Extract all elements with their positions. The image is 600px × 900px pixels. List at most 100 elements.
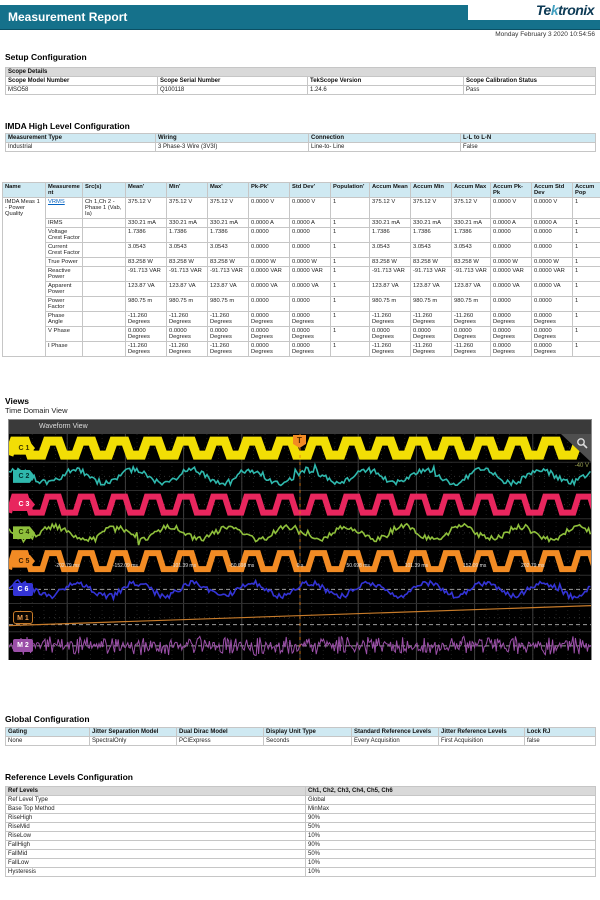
- measurement-value-cell: 1.7386: [125, 227, 167, 243]
- table-cell: 1.24.6: [307, 85, 464, 95]
- column-header: Accum Pk-Pk: [490, 182, 532, 198]
- measurement-value-cell: 1: [572, 197, 600, 219]
- measurement-value-cell: 1: [330, 326, 370, 342]
- table-row: I Phase -11.260 Degrees -11.260 Degrees -11…: [3, 341, 600, 357]
- setup-table-body: Scope Details Scope Model Number Scope Ser…: [4, 67, 597, 95]
- measurement-label-cell: IRMS: [45, 218, 83, 228]
- ref-level-value: Ch1, Ch2, Ch3, Ch4, Ch5, Ch6: [305, 786, 596, 796]
- table-cell: None: [5, 736, 90, 746]
- table-row: RiseLow 10%: [5, 831, 596, 841]
- measurement-value-cell: 0.0000 Degrees: [369, 326, 411, 342]
- measurement-value-cell: -91.713 VAR: [369, 266, 411, 282]
- measurement-value-cell: 0.0000: [531, 296, 573, 312]
- measurement-value-cell: 83.258 W: [207, 257, 249, 267]
- ref-level-value: 50%: [305, 849, 596, 859]
- measurement-value-cell: -91.713 VAR: [166, 266, 208, 282]
- measurement-label-cell: Reactive Power: [45, 266, 83, 282]
- measurement-value-cell: 0.0000 Degrees: [289, 341, 331, 357]
- measurement-label-cell: VRMS: [45, 197, 83, 219]
- measurement-src-cell: Ch 1,Ch 2 - Phase 1 (Vab, Ia): [82, 197, 126, 219]
- measurement-value-cell: 0.0000 V: [490, 197, 532, 219]
- corner-scale-label: -40 V: [574, 463, 589, 469]
- time-axis-label: 0 s: [296, 563, 304, 569]
- measurement-value-cell: 980.75 m: [125, 296, 167, 312]
- ref-levels-table-body: Ref Levels Ch1, Ch2, Ch3, Ch4, Ch5, Ch6 Re…: [5, 786, 596, 877]
- imda-table-body: Measurement Type Wiring Connection L-L to L…: [5, 133, 596, 152]
- measurement-value-cell: 330.21 mA: [166, 218, 208, 228]
- measurement-value-cell: 980.75 m: [369, 296, 411, 312]
- ref-level-label: FallHigh: [5, 840, 306, 850]
- column-header: Measurement: [45, 182, 83, 198]
- measurement-label-cell: Voltage Crest Factor: [45, 227, 83, 243]
- measurement-value-cell: 83.258 W: [410, 257, 452, 267]
- measurement-value-cell: 1: [572, 242, 600, 258]
- measurement-value-cell: -11.260 Degrees: [166, 341, 208, 357]
- measurement-label-cell: Phase Angle: [45, 311, 83, 327]
- measurement-value-cell: 1: [330, 227, 370, 243]
- table-cell: First Acquisition: [438, 736, 525, 746]
- measurement-value-cell: 0.0000 Degrees: [410, 326, 452, 342]
- measurement-value-cell: 1: [572, 326, 600, 342]
- measurement-value-cell: 0.0000: [248, 296, 290, 312]
- ref-level-label: RiseMid: [5, 822, 306, 832]
- measurement-value-cell: 0.0000 Degrees: [531, 311, 573, 327]
- measurement-label-cell: Apparent Power: [45, 281, 83, 297]
- table-row: RiseHigh 90%: [5, 813, 596, 823]
- measurement-value-cell: -91.713 VAR: [410, 266, 452, 282]
- ref-level-label: FallLow: [5, 858, 306, 868]
- measurement-value-cell: 0.0000: [248, 227, 290, 243]
- measurement-value-cell: 980.75 m: [207, 296, 249, 312]
- measurement-value-cell: 330.21 mA: [451, 218, 491, 228]
- time-axis-label: -152.09 ms: [112, 563, 138, 569]
- reference-levels-table: Ref Levels Ch1, Ch2, Ch3, Ch4, Ch5, Ch6 Re…: [5, 786, 596, 877]
- measurement-value-cell: -91.713 VAR: [125, 266, 167, 282]
- measurement-value-cell: 1: [330, 197, 370, 219]
- channel-badge-c4: C 4: [13, 526, 35, 540]
- measurement-name-cell: IMDA Meas 1 - Power Quality: [2, 197, 46, 357]
- column-header: Accum Pop: [572, 182, 600, 198]
- ref-level-value: 90%: [305, 813, 596, 823]
- channel-badge-c6: C 6: [13, 582, 33, 596]
- measurement-value-cell: 0.0000 Degrees: [531, 341, 573, 357]
- table-cell: False: [460, 142, 596, 152]
- measurement-value-cell: 3.0543: [410, 242, 452, 258]
- measurement-value-cell: 0.0000: [289, 296, 331, 312]
- ref-level-label: RiseHigh: [5, 813, 306, 823]
- measurement-value-cell: 0.0000 Degrees: [166, 326, 208, 342]
- channel-badge-m2: M 2: [13, 639, 33, 653]
- table-row: Industrial 3 Phase-3 Wire (3V3I) Line-to- …: [5, 142, 596, 152]
- measurement-value-cell: 0.0000: [490, 227, 532, 243]
- table-row: Voltage Crest Factor 1.7386 1.7386 1.7386 0.…: [3, 227, 600, 243]
- measurement-value-cell: 1: [330, 266, 370, 282]
- column-header: Measurement Type: [5, 133, 156, 143]
- measurement-src-cell: [82, 281, 126, 297]
- measurement-link-vrms[interactable]: VRMS: [48, 199, 65, 205]
- measurement-src-cell: [82, 326, 126, 342]
- measurement-value-cell: 123.87 VA: [369, 281, 411, 297]
- table-row: Scope Model Number Scope Serial Number Tek…: [5, 76, 597, 86]
- ref-level-label: FallMid: [5, 849, 306, 859]
- magnifier-icon[interactable]: [576, 437, 588, 449]
- measurement-value-cell: 0.0000: [531, 227, 573, 243]
- measurement-value-cell: 0.0000 Degrees: [248, 341, 290, 357]
- table-cell: Q100118: [157, 85, 308, 95]
- measurement-value-cell: 980.75 m: [410, 296, 452, 312]
- waveform-plot: C 1 C 2 C 3 C 4 C 5 C 6 M 1 M 2 T -202.79 ms -152.…: [9, 434, 591, 660]
- column-header: Name: [2, 182, 46, 198]
- column-header: Gating: [5, 727, 90, 737]
- global-configuration-section: Gating Jitter Separation Model Dual Dirac …: [5, 727, 596, 746]
- measurement-value-cell: 375.12 V: [451, 197, 491, 219]
- ref-level-label: Hysteresis: [5, 867, 306, 877]
- column-header: Standard Reference Levels: [351, 727, 439, 737]
- column-header: Accum Mean: [369, 182, 411, 198]
- table-row: True Power 83.258 W 83.258 W 83.258 W 0.0000…: [3, 257, 600, 267]
- measurement-value-cell: -11.260 Degrees: [125, 311, 167, 327]
- imda-configuration-section: Measurement Type Wiring Connection L-L to L…: [5, 133, 596, 152]
- measurement-value-cell: 0.0000 Degrees: [289, 326, 331, 342]
- measurement-value-cell: 1: [572, 218, 600, 228]
- measurement-value-cell: 1.7386: [207, 227, 249, 243]
- measurement-value-cell: 0.0000: [531, 242, 573, 258]
- measurement-value-cell: 0.0000 VAR: [289, 266, 331, 282]
- measurement-value-cell: -11.260 Degrees: [369, 341, 411, 357]
- measurement-value-cell: 375.12 V: [207, 197, 249, 219]
